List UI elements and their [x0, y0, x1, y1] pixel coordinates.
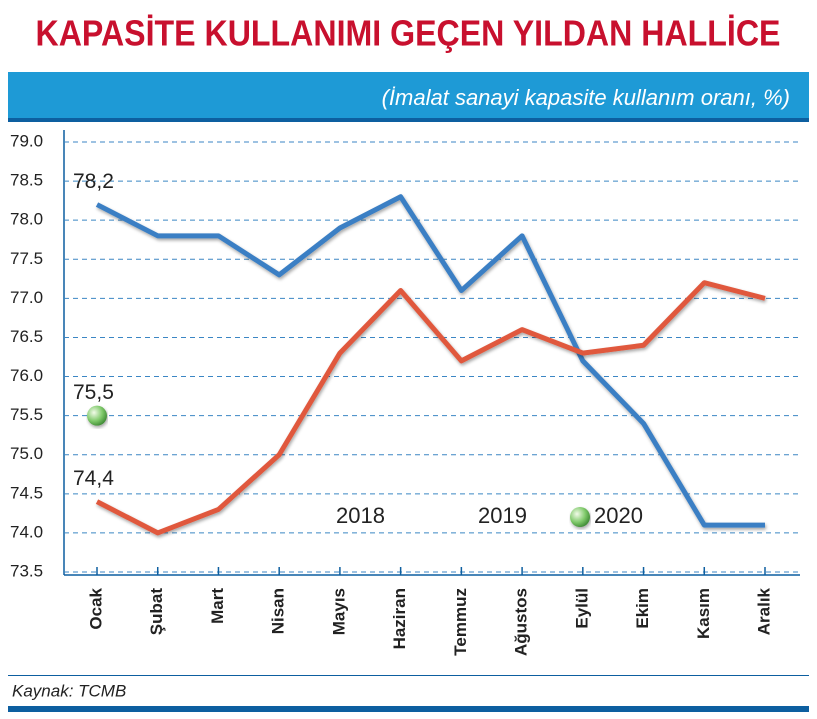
y-tick-label: 75.0 — [10, 444, 43, 463]
subtitle-band — [8, 72, 809, 118]
y-tick-label: 76.0 — [10, 366, 43, 385]
subtitle: (İmalat sanayi kapasite kullanım oranı, … — [382, 85, 790, 110]
x-tick-label: Şubat — [147, 588, 166, 636]
x-tick-label: Ekim — [633, 588, 652, 629]
x-tick-label: Eylül — [572, 588, 591, 629]
value-label: 78,2 — [73, 170, 114, 193]
y-tick-label: 75.5 — [10, 405, 43, 424]
band-rule — [8, 118, 809, 122]
y-tick-label: 79.0 — [10, 131, 43, 150]
footer-rule — [8, 706, 809, 712]
series-point — [87, 405, 107, 426]
x-tick-label: Aralık — [754, 587, 773, 635]
chart-title: KAPASİTE KULLANIMI GEÇEN YILDAN HALLİCE — [36, 13, 781, 54]
source: Kaynak: TCMB — [12, 681, 126, 700]
x-tick-label: Haziran — [390, 588, 409, 649]
y-tick-label: 77.5 — [10, 249, 43, 268]
x-tick-label: Mayıs — [329, 588, 348, 635]
x-tick-label: Ağustos — [512, 588, 531, 656]
y-tick-label: 78.5 — [10, 171, 43, 190]
x-tick-label: Temmuz — [451, 588, 470, 656]
legend-label: 2020 — [594, 503, 643, 528]
legend-label: 2018 — [336, 503, 385, 528]
y-tick-label: 74.5 — [10, 483, 43, 502]
x-tick-label: Nisan — [269, 588, 288, 634]
y-tick-label: 73.5 — [10, 561, 43, 580]
value-label: 74,4 — [73, 467, 114, 490]
series-line — [95, 194, 765, 528]
y-tick-label: 77.0 — [10, 288, 43, 307]
legend-label: 2019 — [478, 503, 527, 528]
x-tick-label: Kasım — [694, 588, 713, 639]
source-rule — [8, 675, 809, 676]
y-tick-label: 78.0 — [10, 210, 43, 229]
value-label: 75,5 — [73, 381, 114, 404]
x-tick-label: Ocak — [86, 587, 105, 629]
y-tick-label: 76.5 — [10, 327, 43, 346]
x-tick-label: Mart — [208, 588, 227, 624]
series-line — [95, 280, 766, 536]
legend-swatch — [570, 507, 590, 527]
y-tick-label: 74.0 — [10, 522, 43, 541]
